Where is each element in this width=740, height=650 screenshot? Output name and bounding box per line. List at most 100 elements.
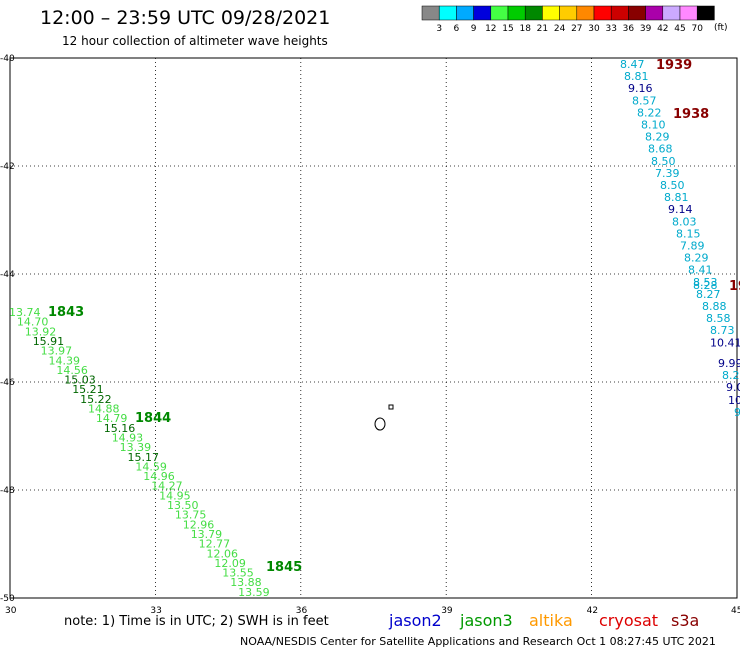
wave-height-label: 13.92 bbox=[25, 325, 57, 338]
lon-tick-label: 39 bbox=[441, 606, 453, 616]
legend-unit: (ft) bbox=[714, 23, 728, 33]
lon-tick-label: 45 bbox=[731, 606, 740, 616]
wave-height-label: 12.96 bbox=[183, 518, 215, 531]
wave-height-label: 8.68 bbox=[648, 143, 673, 156]
lat-tick-label: -44 bbox=[0, 270, 15, 280]
wave-height-label: 12.06 bbox=[207, 547, 239, 560]
wave-height-label: 14.88 bbox=[88, 403, 120, 416]
legend-swatch bbox=[593, 5, 612, 21]
time-label: 1843 bbox=[48, 305, 84, 320]
map-subtitle: 12 hour collection of altimeter wave hei… bbox=[62, 34, 328, 48]
legend-swatch bbox=[421, 5, 440, 21]
plot-area: 30 33 36 39 42 45-40-42-44-46-48-50 8.478.819… bbox=[0, 54, 740, 616]
legend-label: 6 bbox=[454, 24, 460, 34]
time-label: 1939 bbox=[656, 58, 692, 73]
wave-height-label: 15.22 bbox=[80, 393, 112, 406]
wave-height-label: 13.75 bbox=[175, 509, 207, 522]
legend-swatch bbox=[490, 5, 509, 21]
wave-height-label: 12.09 bbox=[214, 557, 246, 570]
legend-swatch bbox=[473, 5, 492, 21]
legend-swatch bbox=[610, 5, 629, 21]
legend-swatch bbox=[696, 5, 715, 21]
west-track: 13.7414.7013.9215.9113.9714.3914.5615.03… bbox=[9, 305, 302, 599]
east-track: 8.478.819.168.578.228.108.298.688.507.39… bbox=[620, 58, 740, 419]
credit-line: NOAA/NESDIS Center for Satellite Applica… bbox=[240, 635, 716, 648]
lat-tick-label: -40 bbox=[0, 54, 15, 64]
wave-height-label: 13.79 bbox=[191, 528, 223, 541]
wave-height-label: 8.29 bbox=[645, 131, 670, 144]
wave-height-label: 12.77 bbox=[199, 538, 231, 551]
wave-height-label: 15.21 bbox=[72, 383, 104, 396]
satellite-name: cryosat bbox=[599, 611, 658, 630]
wave-height-label: 13.59 bbox=[238, 586, 270, 599]
wave-height-label: 8.47 bbox=[620, 58, 645, 71]
wave-height-label: 14.79 bbox=[96, 412, 128, 425]
wave-height-label: 15.16 bbox=[104, 422, 136, 435]
wave-height-label: 14.39 bbox=[49, 354, 81, 367]
wave-height-label: 13.88 bbox=[230, 576, 262, 589]
wave-height-label: 8.03 bbox=[672, 215, 697, 228]
color-legend: 3 6 9 12 15 18 21 24 27 30 33 36 39 42 45 70 bbox=[421, 5, 715, 34]
wave-height-label: 8.50 bbox=[660, 179, 685, 192]
satellite-name: jason2 bbox=[388, 611, 442, 630]
lat-tick-label: -42 bbox=[0, 162, 15, 172]
grid bbox=[10, 58, 737, 598]
wave-height-label: 15.91 bbox=[33, 335, 64, 348]
legend-label: 45 bbox=[674, 24, 685, 34]
wave-height-label: 14.95 bbox=[159, 489, 191, 502]
legend-label: 27 bbox=[571, 24, 582, 34]
wave-height-label: 8.10 bbox=[641, 119, 666, 132]
map-title: 12:00 – 23:59 UTC 09/28/2021 bbox=[40, 7, 330, 29]
wave-height-label: 8.73 bbox=[710, 324, 735, 337]
legend-label: 70 bbox=[691, 24, 703, 34]
time-label: 1844 bbox=[135, 411, 171, 426]
lat-tick-label: -50 bbox=[0, 594, 15, 604]
legend-label: 12 bbox=[485, 24, 496, 34]
wave-height-label: 8.29 bbox=[684, 252, 709, 265]
legend-swatch bbox=[542, 5, 560, 21]
plot-frame bbox=[9, 57, 738, 599]
lon-tick-label: 36 bbox=[296, 606, 308, 616]
wave-height-label: 8.88 bbox=[702, 300, 727, 313]
note-text: note: 1) Time is in UTC; 2) SWH is in fe… bbox=[64, 614, 329, 629]
lon-tick-label: 30 bbox=[5, 606, 17, 616]
legend-swatch bbox=[559, 5, 578, 21]
legend-label: 9 bbox=[471, 24, 477, 34]
legend-swatch bbox=[456, 5, 474, 21]
legend-swatch bbox=[438, 5, 457, 21]
wave-height-label: 9.0 bbox=[726, 381, 740, 394]
wave-height-label: 14.93 bbox=[112, 431, 144, 444]
legend-label: 3 bbox=[436, 24, 442, 34]
time-label: 1938 bbox=[673, 107, 709, 122]
wave-height-label: 13.97 bbox=[41, 345, 73, 358]
wave-height-label: 8.2 bbox=[722, 369, 740, 382]
wave-height-label: 9.16 bbox=[628, 82, 653, 95]
tick-labels: 30 33 36 39 42 45 -40 -42 -44 -46 -48 -50 bbox=[0, 54, 740, 616]
wave-height-label: 8.22 bbox=[637, 106, 662, 119]
wave-height-label: 8.41 bbox=[688, 264, 713, 277]
legend-swatch bbox=[679, 5, 698, 21]
wave-height-label: 9.99 bbox=[718, 357, 740, 370]
wave-height-label: 10 bbox=[728, 394, 740, 407]
wave-height-label: 15.03 bbox=[64, 374, 96, 387]
wave-height-label: 8.81 bbox=[664, 191, 689, 204]
wave-height-label: 8.15 bbox=[676, 227, 701, 240]
legend-label: 21 bbox=[537, 24, 548, 34]
wave-height-label: 8.27 bbox=[696, 288, 721, 301]
wave-height-label: 8.58 bbox=[706, 312, 731, 325]
wave-height-label: 9 bbox=[734, 406, 740, 419]
lon-tick-label: 42 bbox=[587, 606, 598, 616]
legend-swatch bbox=[628, 5, 646, 21]
wave-height-label: 14.56 bbox=[56, 364, 88, 377]
wave-height-label: 8.57 bbox=[632, 94, 657, 107]
time-label: 1845 bbox=[266, 560, 302, 575]
wave-height-label: 8.50 bbox=[651, 155, 676, 168]
satellite-name: altika bbox=[529, 611, 573, 630]
legend-swatch bbox=[645, 5, 664, 21]
lat-tick-label: -48 bbox=[0, 486, 15, 496]
legend-label: 42 bbox=[657, 24, 668, 34]
wave-height-label: 7.39 bbox=[655, 167, 680, 180]
satellite-legend: jason2 jason3 altika cryosat s3a bbox=[388, 611, 699, 630]
legend-swatch bbox=[576, 5, 595, 21]
